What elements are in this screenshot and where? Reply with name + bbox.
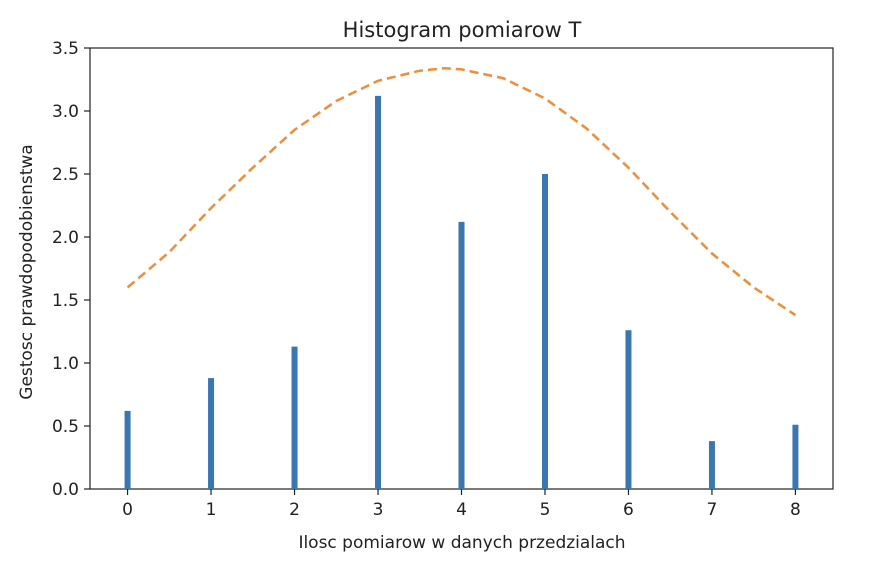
chart-title: Histogram pomiarow T <box>343 18 582 42</box>
histogram-bar <box>792 424 799 489</box>
x-tick-label: 3 <box>373 500 384 520</box>
histogram-bar <box>708 441 715 489</box>
x-axis-label: Ilosc pomiarow w danych przedzialach <box>298 533 625 553</box>
x-tick-label: 2 <box>289 500 300 520</box>
y-tick-label: 1.5 <box>52 291 79 311</box>
x-tick-label: 5 <box>540 500 551 520</box>
histogram-bar <box>124 410 131 489</box>
y-axis-label: Gestosc prawdopodobienstwa <box>17 144 37 399</box>
histogram-bar <box>375 95 382 489</box>
y-tick-label: 3.5 <box>52 39 79 59</box>
y-tick-label: 3.0 <box>52 102 79 122</box>
y-tick-label: 0.0 <box>52 480 79 500</box>
histogram-bar <box>625 330 632 489</box>
x-tick-label: 4 <box>456 500 467 520</box>
density-curve <box>126 66 797 317</box>
histogram-bar <box>541 174 548 489</box>
x-tick-label: 6 <box>623 500 634 520</box>
y-tick-label: 1.0 <box>52 354 79 374</box>
y-tick-label: 2.0 <box>52 228 79 248</box>
x-tick-label: 8 <box>790 500 801 520</box>
histogram-bar <box>208 378 215 489</box>
x-tick-label: 1 <box>206 500 217 520</box>
x-tick-label: 0 <box>122 500 133 520</box>
y-tick-label: 0.5 <box>52 417 79 437</box>
x-tick-label: 7 <box>707 500 718 520</box>
y-tick-label: 2.5 <box>52 165 79 185</box>
histogram-bar <box>458 221 465 489</box>
histogram-bar <box>291 346 298 489</box>
